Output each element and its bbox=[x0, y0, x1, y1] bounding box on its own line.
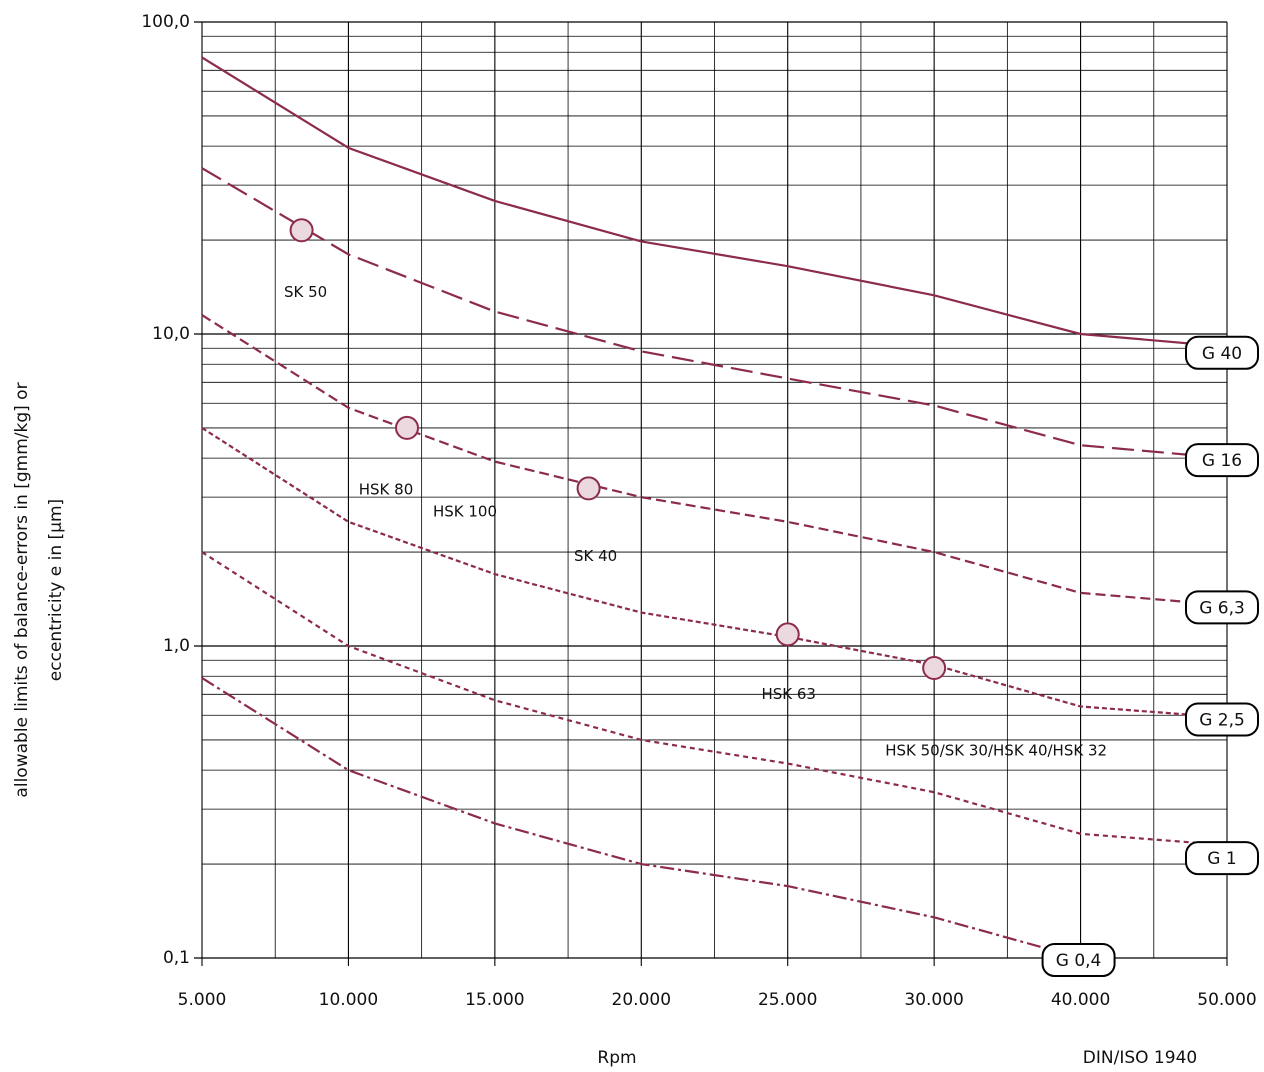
series-label-box bbox=[1185, 841, 1259, 876]
point-label: HSK 80 bbox=[359, 480, 414, 498]
x-tick-label: 25.000 bbox=[758, 990, 817, 1010]
x-tick-label: 20.000 bbox=[612, 990, 671, 1010]
point-label: SK 50 bbox=[284, 283, 327, 301]
x-tick-label: 15.000 bbox=[465, 990, 524, 1010]
series-line bbox=[201, 551, 1228, 847]
x-tick-label: 30.000 bbox=[904, 990, 963, 1010]
series-line bbox=[201, 167, 1228, 460]
point-label: HSK 50/SK 30/HSK 40/HSK 32 bbox=[885, 742, 1107, 760]
y-tick-label: 10,0 bbox=[152, 324, 190, 344]
balance-point bbox=[289, 218, 314, 243]
y-label-line: eccentricity e in [µm] bbox=[46, 499, 66, 681]
point-label: HSK 63 bbox=[761, 685, 816, 703]
balance-point bbox=[576, 476, 601, 501]
x-tick-label: 50.000 bbox=[1197, 990, 1256, 1010]
series-label-box bbox=[1185, 443, 1259, 478]
x-axis-label: Rpm bbox=[597, 1048, 636, 1068]
balance-point bbox=[395, 415, 419, 440]
x-tick-label: 5.000 bbox=[178, 990, 227, 1010]
y-tick-label: 100,0 bbox=[141, 12, 190, 32]
series-label: G 0,4 bbox=[1056, 951, 1102, 971]
balance-point bbox=[922, 656, 947, 681]
series-line bbox=[201, 426, 1228, 719]
note: DIN/ISO 1940 bbox=[1083, 1048, 1197, 1068]
balance-point bbox=[775, 622, 800, 647]
y-tick-label: 1,0 bbox=[163, 636, 190, 656]
series-label-box bbox=[1041, 943, 1116, 977]
x-tick-label: 40.000 bbox=[1051, 990, 1110, 1010]
series-label-box bbox=[1185, 590, 1259, 625]
y-axis-label: allowable limits of balance-errors in [g… bbox=[12, 382, 66, 797]
point-label: HSK 100 bbox=[433, 502, 497, 520]
series-line bbox=[201, 677, 1081, 960]
series-label: G 40 bbox=[1202, 344, 1242, 364]
series-label-box bbox=[1185, 335, 1259, 370]
series-line bbox=[201, 56, 1228, 348]
y-label-line: allowable limits of balance-errors in [g… bbox=[12, 382, 32, 797]
y-tick-label: 0,1 bbox=[163, 948, 190, 968]
series-label: G 1 bbox=[1207, 849, 1236, 869]
series-label: G 16 bbox=[1202, 451, 1242, 471]
x-tick-label: 10.000 bbox=[319, 990, 378, 1010]
series-line bbox=[201, 314, 1228, 607]
series-label: G 6,3 bbox=[1199, 598, 1245, 618]
series-label: G 2,5 bbox=[1199, 710, 1245, 730]
series-label-box bbox=[1185, 702, 1259, 737]
point-label: SK 40 bbox=[574, 547, 617, 565]
